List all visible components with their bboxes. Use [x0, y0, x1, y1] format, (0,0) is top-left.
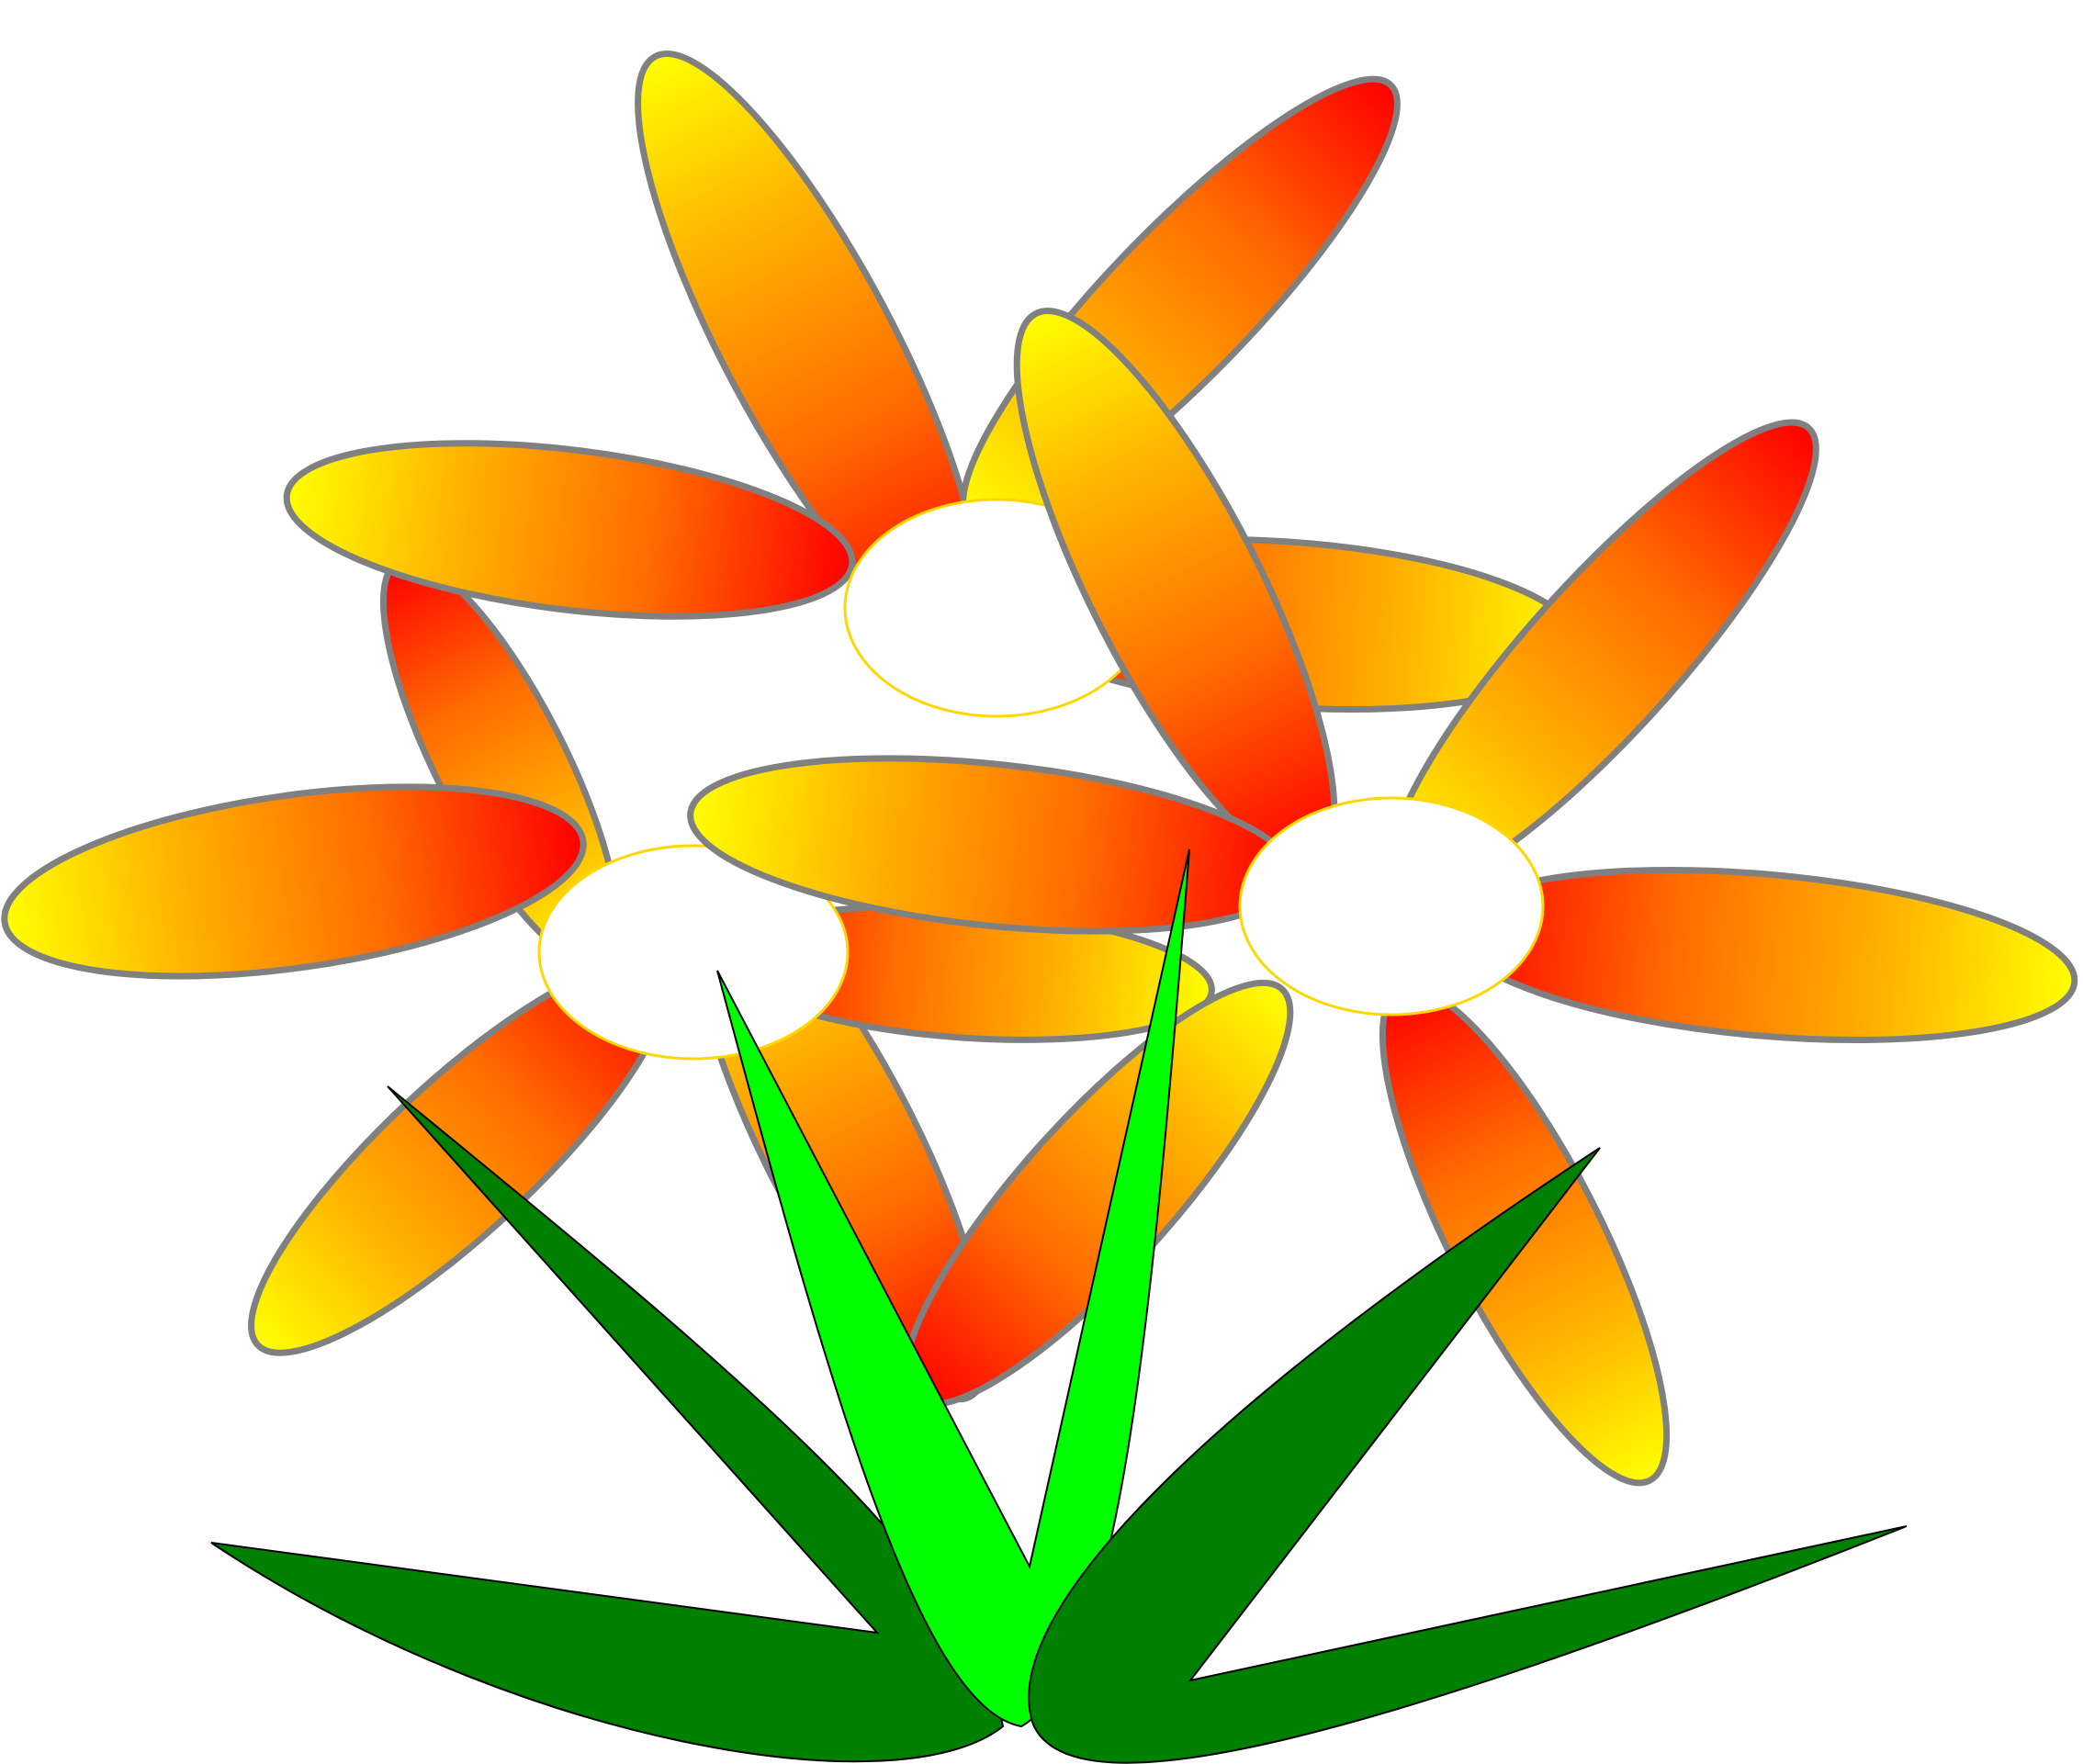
flower-left-center: [537, 844, 850, 1061]
flower-right-petal: [1448, 866, 2078, 1044]
leaf-right: [1028, 1147, 1908, 1764]
flowers-group: [1, 51, 2078, 1487]
leaves-group: [210, 848, 1908, 1764]
flower-left-petal: [1, 783, 587, 980]
flower-top-petal: [283, 440, 856, 620]
flower-right-center: [1238, 796, 1545, 1017]
